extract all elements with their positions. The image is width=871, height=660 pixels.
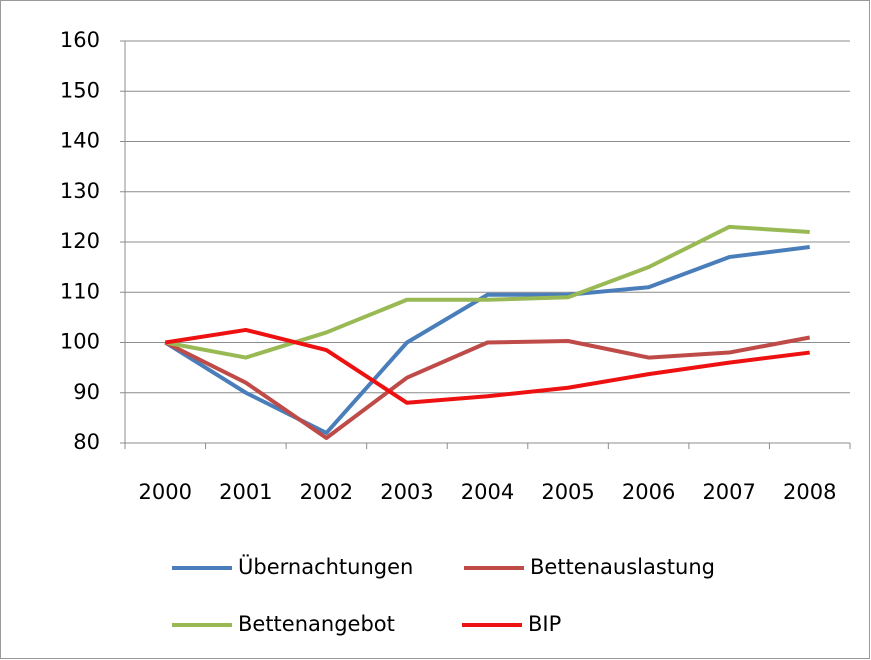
x-tick-label: 2002	[300, 480, 353, 504]
legend-label: Übernachtungen	[238, 554, 413, 579]
x-tick-label: 2007	[702, 480, 755, 504]
y-tick-label: 80	[73, 430, 100, 454]
y-tick-label: 160	[60, 28, 100, 52]
series-line	[164, 335, 811, 440]
y-tick-label: 130	[60, 179, 100, 203]
y-tick-label: 150	[60, 78, 100, 102]
y-tick-label: 100	[60, 330, 100, 354]
y-tick-label: 90	[73, 380, 100, 404]
x-tick-label: 2008	[783, 480, 836, 504]
series-line	[164, 327, 810, 405]
series-line	[164, 245, 810, 435]
x-tick-label: 2005	[541, 480, 594, 504]
x-tick-label: 2004	[461, 480, 514, 504]
y-tick-label: 120	[60, 229, 100, 253]
legend-label: BIP	[528, 612, 561, 636]
series-line	[164, 224, 810, 360]
y-tick-label: 110	[60, 279, 100, 303]
x-tick-label: 2000	[139, 480, 192, 504]
y-tick-label: 140	[60, 129, 100, 153]
x-tick-label: 2003	[380, 480, 433, 504]
x-tick-label: 2001	[219, 480, 272, 504]
legend-label: Bettenangebot	[238, 612, 395, 636]
legend-label: Bettenauslastung	[530, 555, 715, 579]
x-tick-label: 2006	[622, 480, 675, 504]
